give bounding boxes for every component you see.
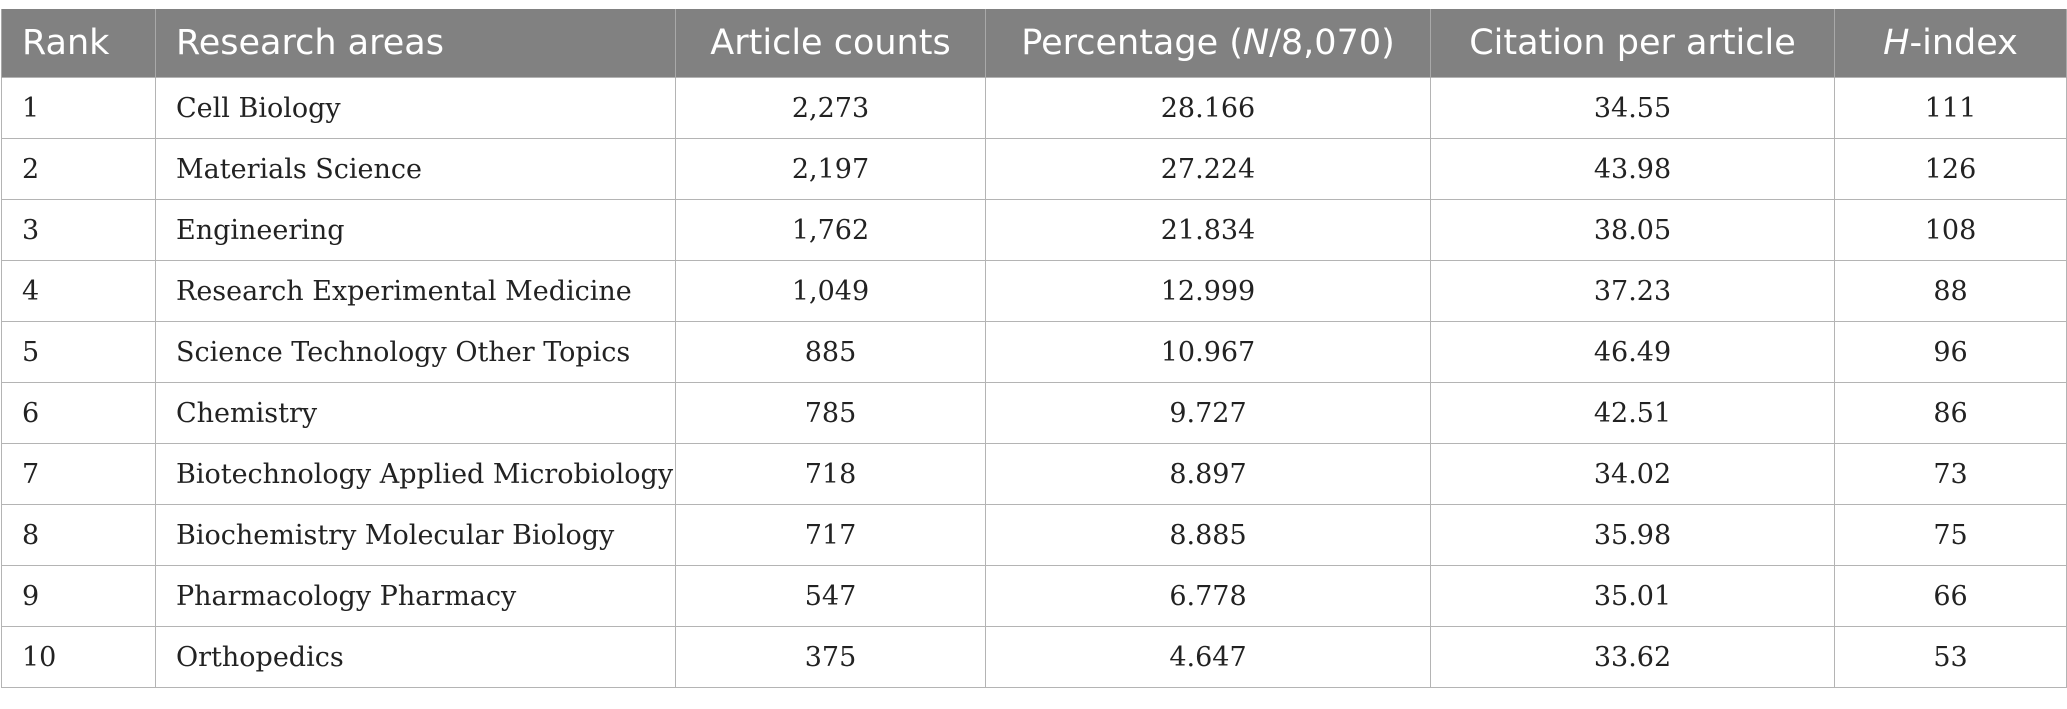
cell-citation-per-article: 33.62: [1430, 626, 1835, 688]
cell-percentage: 21.834: [985, 199, 1431, 261]
cell-research-area: Biotechnology Applied Microbiology: [155, 443, 676, 505]
cell-h-index: 88: [1834, 260, 2067, 322]
cell-h-index: 86: [1834, 382, 2067, 444]
cell-article-counts: 375: [675, 626, 986, 688]
cell-article-counts: 547: [675, 565, 986, 627]
header-h-index: H-index: [1834, 9, 2067, 78]
header-row: Rank Research areas Article counts Perce…: [1, 9, 2067, 78]
table-body: 1 Cell Biology 2,273 28.166 34.55 111 2 Materia…: [1, 77, 2067, 688]
cell-h-index: 66: [1834, 565, 2067, 627]
cell-citation-per-article: 42.51: [1430, 382, 1835, 444]
cell-percentage: 12.999: [985, 260, 1431, 322]
header-rank: Rank: [1, 9, 156, 78]
cell-article-counts: 717: [675, 504, 986, 566]
cell-rank: 6: [1, 382, 156, 444]
cell-percentage: 9.727: [985, 382, 1431, 444]
cell-citation-per-article: 37.23: [1430, 260, 1835, 322]
cell-h-index: 75: [1834, 504, 2067, 566]
cell-citation-per-article: 35.01: [1430, 565, 1835, 627]
research-areas-table-container: Rank Research areas Article counts Perce…: [1, 9, 2067, 688]
cell-citation-per-article: 46.49: [1430, 321, 1835, 383]
cell-article-counts: 1,762: [675, 199, 986, 261]
header-citation-per-article: Citation per article: [1430, 9, 1835, 78]
cell-research-area: Biochemistry Molecular Biology: [155, 504, 676, 566]
cell-rank: 3: [1, 199, 156, 261]
cell-rank: 4: [1, 260, 156, 322]
table-row: 2 Materials Science 2,197 27.224 43.98 126: [1, 138, 2067, 200]
cell-percentage: 8.885: [985, 504, 1431, 566]
table-row: 10 Orthopedics 375 4.647 33.62 53: [1, 626, 2067, 688]
cell-h-index: 126: [1834, 138, 2067, 200]
cell-article-counts: 785: [675, 382, 986, 444]
cell-rank: 8: [1, 504, 156, 566]
cell-research-area: Science Technology Other Topics: [155, 321, 676, 383]
cell-research-area: Engineering: [155, 199, 676, 261]
cell-citation-per-article: 43.98: [1430, 138, 1835, 200]
cell-percentage: 8.897: [985, 443, 1431, 505]
cell-research-area: Orthopedics: [155, 626, 676, 688]
header-percentage-prefix: Percentage (: [1021, 23, 1243, 63]
cell-article-counts: 2,197: [675, 138, 986, 200]
cell-rank: 10: [1, 626, 156, 688]
cell-h-index: 111: [1834, 77, 2067, 139]
cell-percentage: 28.166: [985, 77, 1431, 139]
cell-citation-per-article: 34.02: [1430, 443, 1835, 505]
table-row: 3 Engineering 1,762 21.834 38.05 108: [1, 199, 2067, 261]
cell-research-area: Chemistry: [155, 382, 676, 444]
cell-article-counts: 1,049: [675, 260, 986, 322]
cell-research-area: Materials Science: [155, 138, 676, 200]
header-percentage: Percentage (N/8,070): [985, 9, 1431, 78]
cell-rank: 1: [1, 77, 156, 139]
cell-h-index: 96: [1834, 321, 2067, 383]
research-areas-table: Rank Research areas Article counts Perce…: [1, 9, 2067, 688]
cell-rank: 5: [1, 321, 156, 383]
header-research-areas: Research areas: [155, 9, 676, 78]
cell-article-counts: 885: [675, 321, 986, 383]
table-header: Rank Research areas Article counts Perce…: [1, 9, 2067, 78]
cell-percentage: 27.224: [985, 138, 1431, 200]
cell-research-area: Pharmacology Pharmacy: [155, 565, 676, 627]
header-percentage-n: N: [1242, 23, 1270, 63]
table-row: 5 Science Technology Other Topics 885 10.96…: [1, 321, 2067, 383]
table-row: 1 Cell Biology 2,273 28.166 34.55 111: [1, 77, 2067, 139]
cell-rank: 9: [1, 565, 156, 627]
table-row: 6 Chemistry 785 9.727 42.51 86: [1, 382, 2067, 444]
cell-research-area: Cell Biology: [155, 77, 676, 139]
table-row: 4 Research Experimental Medicine 1,049 12.9…: [1, 260, 2067, 322]
cell-article-counts: 718: [675, 443, 986, 505]
cell-h-index: 53: [1834, 626, 2067, 688]
cell-h-index: 108: [1834, 199, 2067, 261]
table-row: 9 Pharmacology Pharmacy 547 6.778 35.01 66: [1, 565, 2067, 627]
header-percentage-suffix: /8,070): [1269, 23, 1395, 63]
cell-percentage: 4.647: [985, 626, 1431, 688]
table-row: 8 Biochemistry Molecular Biology 717 8.885 3…: [1, 504, 2067, 566]
header-h-index-h: H: [1883, 23, 1910, 63]
cell-article-counts: 2,273: [675, 77, 986, 139]
cell-rank: 2: [1, 138, 156, 200]
header-h-index-suffix: -index: [1909, 23, 2018, 63]
cell-percentage: 6.778: [985, 565, 1431, 627]
cell-rank: 7: [1, 443, 156, 505]
cell-citation-per-article: 34.55: [1430, 77, 1835, 139]
cell-h-index: 73: [1834, 443, 2067, 505]
cell-percentage: 10.967: [985, 321, 1431, 383]
cell-citation-per-article: 35.98: [1430, 504, 1835, 566]
header-article-counts: Article counts: [675, 9, 986, 78]
cell-research-area: Research Experimental Medicine: [155, 260, 676, 322]
table-row: 7 Biotechnology Applied Microbiology 718 8.…: [1, 443, 2067, 505]
cell-citation-per-article: 38.05: [1430, 199, 1835, 261]
